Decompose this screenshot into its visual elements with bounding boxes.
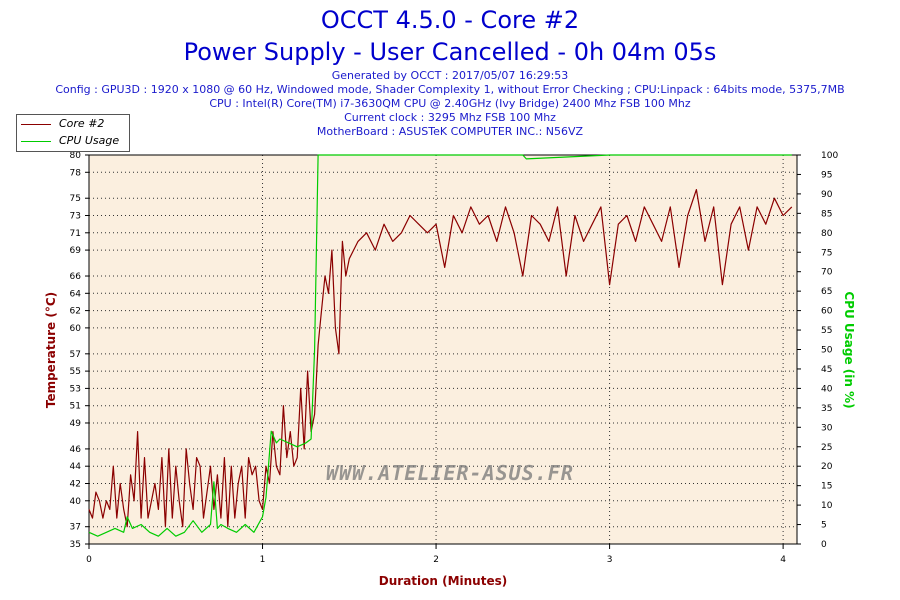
y-left-tick-label: 55 <box>70 367 81 377</box>
y-right-tick-label: 55 <box>821 326 832 336</box>
y-left-tick-label: 42 <box>70 479 81 489</box>
legend-label-core2: Core #2 <box>59 117 105 130</box>
y-right-axis-label: CPU Usage (in %) <box>842 291 856 408</box>
y-left-tick-label: 75 <box>70 194 81 204</box>
x-tick-label: 0 <box>86 555 92 565</box>
x-tick-label: 3 <box>607 555 613 565</box>
watermark-text: WWW.ATELIER-ASUS.FR <box>326 461 574 485</box>
plot-area <box>89 155 797 544</box>
y-right-tick-label: 0 <box>821 540 827 550</box>
x-tick-label: 4 <box>780 555 786 565</box>
chart-legend: Core #2 CPU Usage <box>16 114 130 152</box>
clock-info: Current clock : 3295 Mhz FSB 100 Mhz <box>344 111 556 124</box>
y-left-tick-label: 71 <box>70 229 81 239</box>
cpu-info: CPU : Intel(R) Core(TM) i7-3630QM CPU @ … <box>209 97 691 110</box>
y-right-tick-label: 35 <box>821 404 832 414</box>
y-left-axis-label: Temperature (°C) <box>44 292 58 408</box>
y-right-tick-label: 45 <box>821 365 832 375</box>
y-left-tick-label: 46 <box>70 445 82 455</box>
y-left-tick-label: 57 <box>70 350 81 360</box>
y-left-tick-label: 40 <box>70 497 82 507</box>
y-left-tick-label: 37 <box>70 523 81 533</box>
y-right-tick-label: 85 <box>821 209 832 219</box>
y-left-tick-label: 44 <box>70 462 82 472</box>
y-left-tick-label: 80 <box>70 151 82 161</box>
legend-swatch-core2 <box>21 124 51 125</box>
x-axis-label: Duration (Minutes) <box>379 574 507 588</box>
y-left-tick-label: 49 <box>70 419 82 429</box>
y-right-tick-label: 80 <box>821 229 833 239</box>
y-left-tick-label: 69 <box>70 246 82 256</box>
y-left-tick-label: 51 <box>70 402 81 412</box>
chart-title-line2: Power Supply - User Cancelled - 0h 04m 0… <box>183 38 717 66</box>
y-right-tick-label: 20 <box>821 462 833 472</box>
generated-info: Generated by OCCT : 2017/05/07 16:29:53 <box>331 69 569 82</box>
y-right-tick-label: 40 <box>821 384 833 394</box>
y-right-tick-label: 60 <box>821 307 833 317</box>
y-left-tick-label: 62 <box>70 307 81 317</box>
motherboard-info: MotherBoard : ASUSTeK COMPUTER INC.: N56… <box>316 125 584 138</box>
legend-label-cpu-usage: CPU Usage <box>59 134 120 147</box>
y-left-tick-label: 35 <box>70 540 81 550</box>
y-left-tick-label: 60 <box>70 324 82 334</box>
series-line-core2 <box>88 189 793 528</box>
y-right-tick-label: 75 <box>821 248 832 258</box>
y-right-tick-label: 10 <box>821 501 833 511</box>
chart-title-line1: OCCT 4.5.0 - Core #2 <box>320 6 580 34</box>
y-right-tick-label: 15 <box>821 482 832 492</box>
y-right-tick-label: 30 <box>821 423 833 433</box>
y-right-tick-label: 5 <box>821 521 827 531</box>
y-left-tick-label: 78 <box>70 168 82 178</box>
config-info: Config : GPU3D : 1920 x 1080 @ 60 Hz, Wi… <box>55 83 845 96</box>
y-left-tick-label: 64 <box>70 289 82 299</box>
y-right-tick-label: 95 <box>821 170 832 180</box>
y-right-tick-label: 70 <box>821 268 833 278</box>
y-right-tick-label: 90 <box>821 190 833 200</box>
y-left-tick-label: 53 <box>70 384 81 394</box>
y-right-tick-label: 50 <box>821 346 833 356</box>
x-tick-label: 2 <box>433 555 439 565</box>
y-left-tick-label: 66 <box>70 272 82 282</box>
series-line-cpu-usage <box>88 154 792 537</box>
y-right-tick-label: 100 <box>821 151 838 161</box>
x-tick-label: 1 <box>260 555 266 565</box>
y-left-tick-label: 73 <box>70 212 81 222</box>
legend-swatch-cpu-usage <box>21 141 51 142</box>
y-right-tick-label: 25 <box>821 443 832 453</box>
y-right-tick-label: 65 <box>821 287 832 297</box>
